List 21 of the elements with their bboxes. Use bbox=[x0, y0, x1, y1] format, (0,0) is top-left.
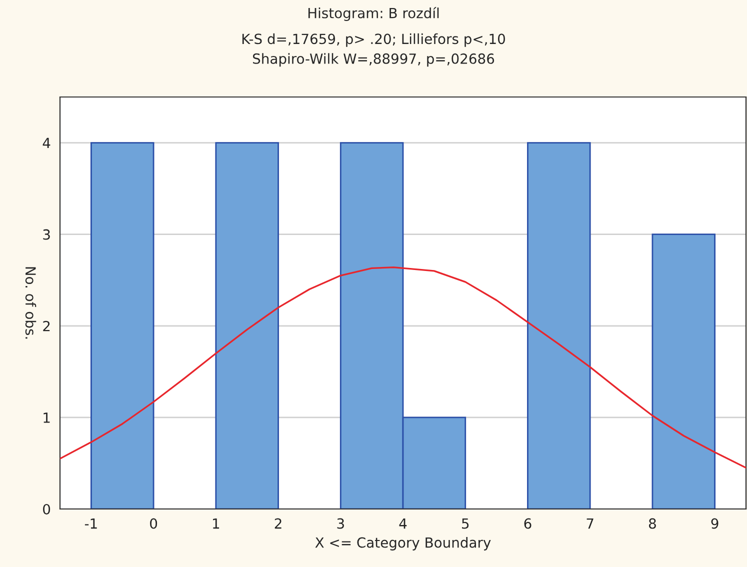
y-tick-label: 3 bbox=[43, 229, 50, 240]
x-tick-label: 5 bbox=[462, 518, 469, 529]
chart-title: Histogram: B rozdíl bbox=[308, 7, 439, 21]
x-tick-label: 1 bbox=[213, 518, 220, 529]
y-tick-label: 4 bbox=[42, 138, 50, 148]
x-tick-label: 7 bbox=[586, 518, 594, 529]
x-axis-title: X <= Category Boundary bbox=[315, 537, 491, 550]
line-series bbox=[60, 266, 746, 469]
x-tick-label: 8 bbox=[648, 518, 656, 529]
y-tick-label: 0 bbox=[43, 504, 50, 514]
chart-subtitle: K-S d=,17659, p> .20; Lilliefors p<,10 Shapiro-Wilk W=,88997, p=,02686 bbox=[242, 33, 505, 67]
x-tick-label: 3 bbox=[337, 518, 344, 529]
y-tick-label: 2 bbox=[43, 320, 50, 332]
x-tick-label: 6 bbox=[524, 518, 532, 529]
x-tick-label: 4 bbox=[399, 518, 407, 529]
x-tick-label: 9 bbox=[711, 518, 718, 529]
x-tick-label: -1 bbox=[84, 518, 97, 529]
x-tick-label: 2 bbox=[274, 518, 282, 529]
y-tick-label: 1 bbox=[44, 412, 50, 423]
y-axis-title: No. of obs. bbox=[25, 267, 36, 339]
x-tick-label: 0 bbox=[150, 518, 158, 529]
